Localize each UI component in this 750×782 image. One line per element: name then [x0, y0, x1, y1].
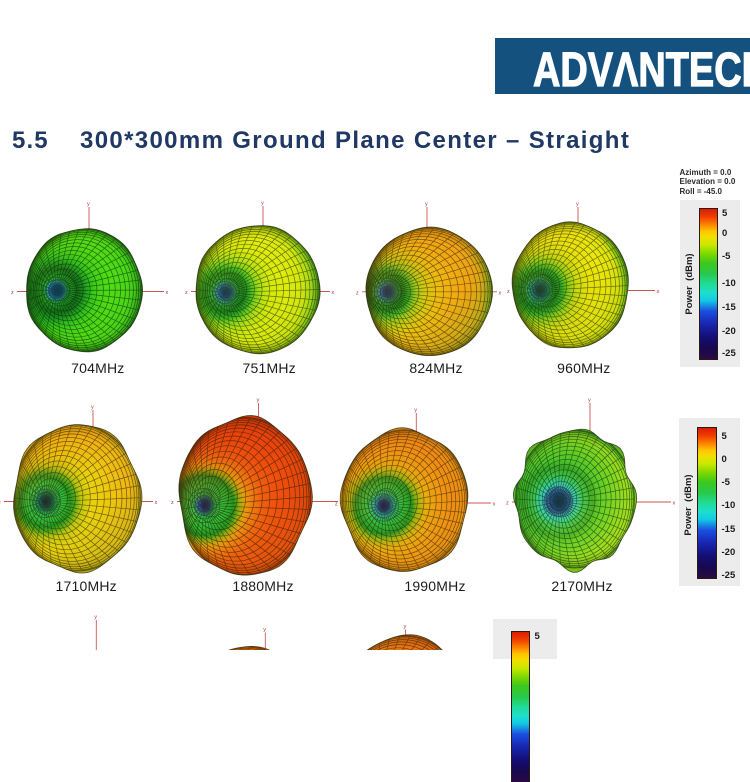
svg-text:z: z [356, 290, 359, 296]
svg-text:x: x [155, 500, 158, 506]
svg-text:y: y [91, 405, 94, 411]
svg-text:y: y [261, 201, 264, 207]
svg-text:y: y [576, 202, 579, 208]
svg-text:z: z [185, 290, 188, 296]
svg-text:y: y [257, 398, 260, 404]
svg-text:x: x [673, 501, 676, 507]
svg-text:z: z [11, 290, 14, 296]
svg-text:y: y [588, 398, 591, 404]
svg-text:y: y [414, 408, 417, 414]
svg-text:y: y [87, 202, 90, 208]
svg-text:x: x [332, 290, 335, 296]
svg-text:x: x [493, 502, 496, 508]
svg-text:x: x [657, 289, 660, 295]
svg-text:z: z [507, 289, 510, 295]
svg-text:x: x [166, 290, 169, 296]
svg-text:z: z [171, 500, 174, 506]
svg-text:z: z [506, 501, 509, 507]
svg-text:x: x [499, 290, 502, 296]
svg-text:z: z [335, 502, 338, 508]
svg-text:y: y [263, 627, 266, 633]
svg-text:y: y [425, 202, 428, 208]
svg-text:y: y [94, 615, 97, 621]
svg-text:z: z [0, 500, 1, 506]
svg-text:y: y [404, 624, 407, 630]
